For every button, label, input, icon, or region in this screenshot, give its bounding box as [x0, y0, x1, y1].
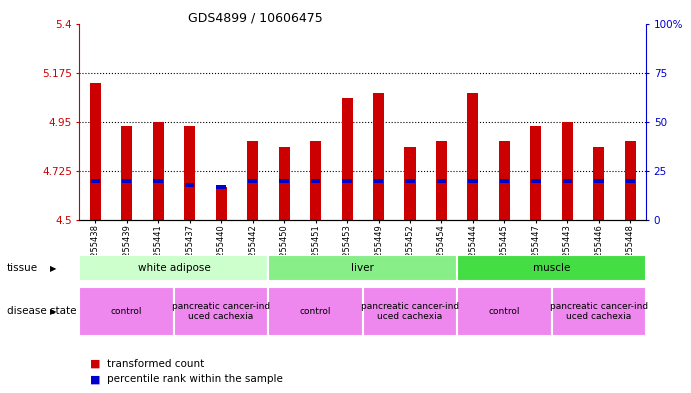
Bar: [531, 179, 540, 183]
Text: muscle: muscle: [533, 263, 570, 273]
Bar: [174, 287, 268, 336]
Text: ■: ■: [90, 358, 100, 369]
Bar: [363, 287, 457, 336]
Bar: [278, 147, 290, 220]
Text: ▶: ▶: [50, 264, 56, 273]
Bar: [457, 287, 551, 336]
Bar: [184, 126, 195, 220]
Bar: [247, 141, 258, 220]
Bar: [467, 94, 478, 220]
Text: ■: ■: [90, 374, 100, 384]
Bar: [499, 141, 510, 220]
Bar: [268, 287, 363, 336]
Bar: [374, 179, 384, 183]
Text: pancreatic cancer-ind
uced cachexia: pancreatic cancer-ind uced cachexia: [172, 302, 270, 321]
Bar: [625, 141, 636, 220]
Text: white adipose: white adipose: [138, 263, 210, 273]
Text: control: control: [300, 307, 331, 316]
Bar: [216, 187, 227, 220]
Text: GDS4899 / 10606475: GDS4899 / 10606475: [188, 12, 323, 25]
Bar: [79, 287, 174, 336]
Bar: [79, 255, 268, 281]
Text: percentile rank within the sample: percentile rank within the sample: [107, 374, 283, 384]
Bar: [625, 179, 635, 183]
Text: ▶: ▶: [50, 307, 56, 316]
Text: transformed count: transformed count: [107, 358, 205, 369]
Bar: [310, 141, 321, 220]
Text: tissue: tissue: [7, 263, 38, 273]
Bar: [90, 83, 101, 220]
Bar: [436, 141, 447, 220]
Bar: [437, 179, 446, 183]
Bar: [185, 183, 194, 187]
Bar: [153, 122, 164, 220]
Bar: [562, 179, 572, 183]
Bar: [594, 179, 603, 183]
Bar: [531, 126, 542, 220]
Bar: [279, 179, 289, 183]
Bar: [153, 179, 163, 183]
Bar: [594, 147, 605, 220]
Bar: [373, 94, 384, 220]
Text: pancreatic cancer-ind
uced cachexia: pancreatic cancer-ind uced cachexia: [550, 302, 648, 321]
Text: disease state: disease state: [7, 307, 77, 316]
Bar: [311, 179, 320, 183]
Bar: [91, 179, 100, 183]
Bar: [406, 179, 415, 183]
Bar: [404, 147, 415, 220]
Bar: [122, 179, 131, 183]
Bar: [468, 179, 477, 183]
Bar: [342, 179, 352, 183]
Bar: [562, 122, 573, 220]
Text: pancreatic cancer-ind
uced cachexia: pancreatic cancer-ind uced cachexia: [361, 302, 459, 321]
Bar: [457, 255, 646, 281]
Bar: [341, 98, 352, 220]
Bar: [500, 179, 509, 183]
Text: control: control: [489, 307, 520, 316]
Bar: [268, 255, 457, 281]
Text: control: control: [111, 307, 142, 316]
Text: liver: liver: [351, 263, 375, 273]
Bar: [216, 185, 226, 189]
Bar: [121, 126, 132, 220]
Bar: [551, 287, 646, 336]
Bar: [248, 179, 257, 183]
